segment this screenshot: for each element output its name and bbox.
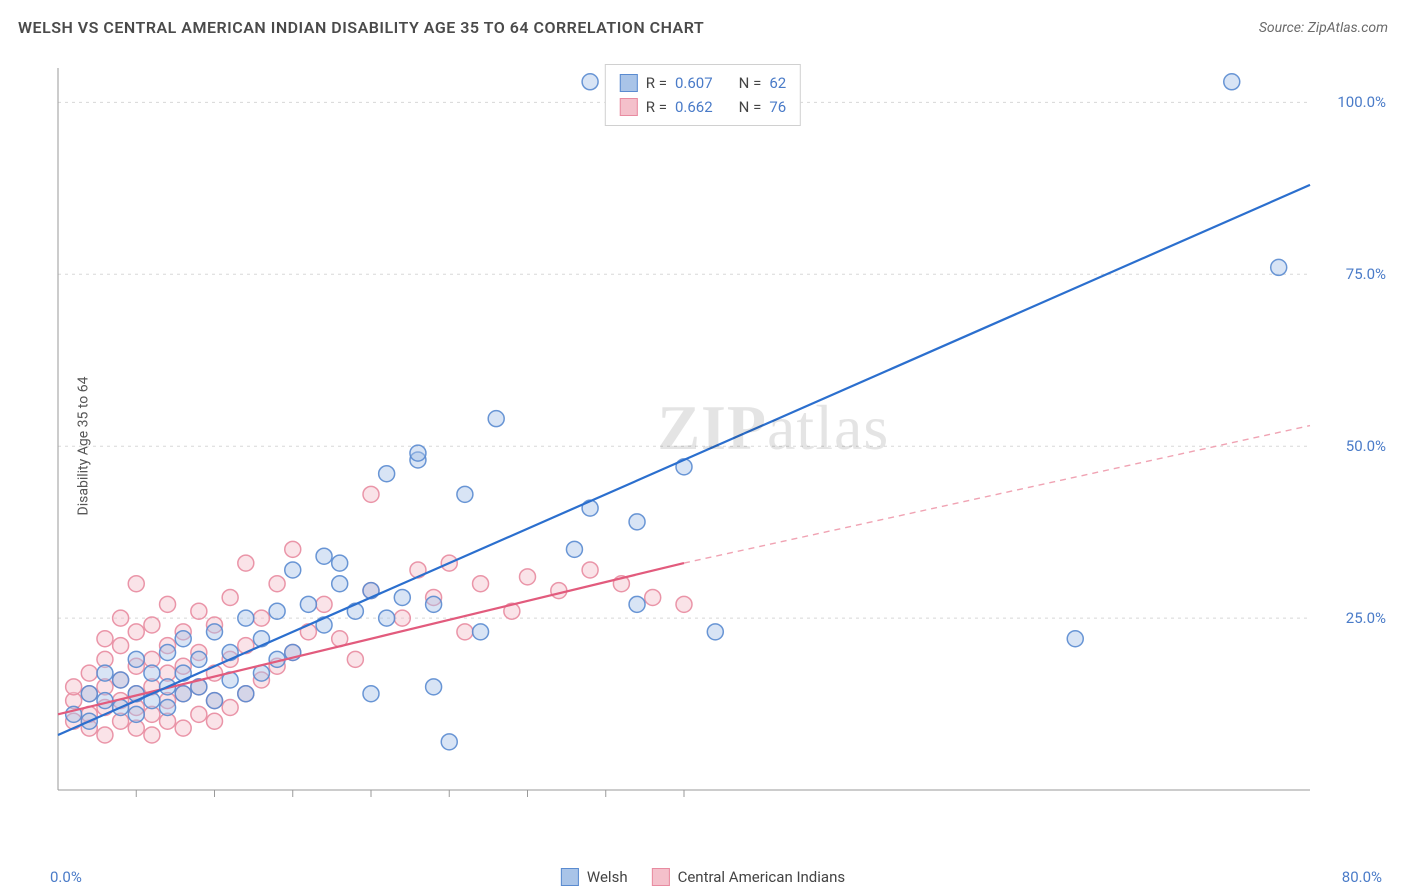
legend-swatch-welsh — [561, 868, 579, 886]
r-label: R = — [646, 95, 667, 119]
stats-box: R = 0.607 N = 62 R = 0.662 N = 76 — [605, 64, 801, 126]
y-tick-label: 75.0% — [1346, 265, 1386, 283]
legend-item-welsh: Welsh — [561, 868, 628, 886]
legend-swatch-cai — [652, 868, 670, 886]
y-tick-label: 25.0% — [1346, 609, 1386, 627]
r-value-cai: 0.662 — [675, 95, 713, 119]
bottom-legend: Welsh Central American Indians — [561, 868, 845, 886]
legend-item-cai: Central American Indians — [652, 868, 846, 886]
stats-row-welsh: R = 0.607 N = 62 — [620, 71, 786, 95]
legend-label-welsh: Welsh — [587, 868, 628, 886]
n-value-cai: 76 — [769, 95, 786, 119]
stats-swatch-cai — [620, 98, 638, 116]
legend-label-cai: Central American Indians — [678, 868, 846, 886]
source-label: Source: ZipAtlas.com — [1259, 20, 1388, 36]
n-value-welsh: 62 — [769, 71, 786, 95]
r-value-welsh: 0.607 — [675, 71, 713, 95]
r-label: R = — [646, 71, 667, 95]
stats-swatch-welsh — [620, 74, 638, 92]
n-label: N = — [739, 71, 762, 95]
stats-row-cai: R = 0.662 N = 76 — [620, 95, 786, 119]
y-tick-label: 100.0% — [1337, 93, 1386, 111]
n-label: N = — [739, 95, 762, 119]
scatter-chart — [50, 60, 1360, 820]
x-axis-min: 0.0% — [50, 868, 82, 886]
plot-area — [50, 60, 1360, 820]
chart-title: WELSH VS CENTRAL AMERICAN INDIAN DISABIL… — [18, 18, 704, 37]
x-axis-max: 80.0% — [1342, 868, 1382, 886]
y-tick-label: 50.0% — [1346, 437, 1386, 455]
